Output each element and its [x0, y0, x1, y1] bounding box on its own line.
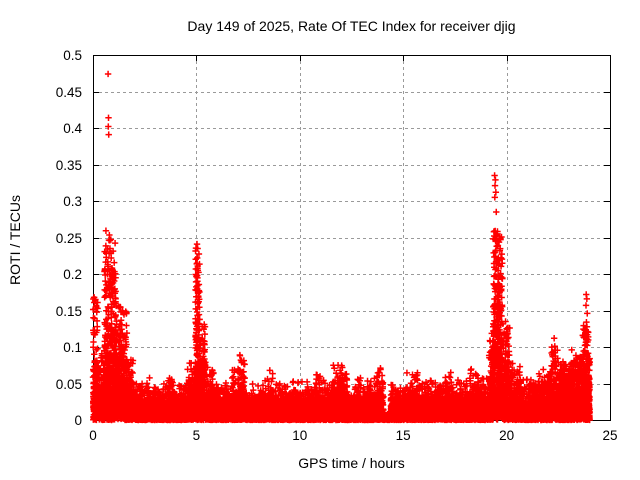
- chart-title: Day 149 of 2025, Rate Of TEC Index for r…: [187, 18, 516, 34]
- y-tick-label: 0.1: [63, 340, 82, 355]
- y-tick-label: 0.5: [63, 48, 82, 63]
- y-tick-label: 0.15: [55, 303, 82, 319]
- y-tick-label: 0.25: [55, 230, 82, 246]
- y-tick-label: 0.05: [55, 376, 82, 392]
- x-tick-label: 25: [602, 428, 618, 443]
- y-tick-label: 0.3: [63, 194, 82, 209]
- x-tick-label: 15: [395, 428, 411, 443]
- y-tick-label: 0.2: [63, 267, 82, 282]
- y-tick-label: 0: [74, 413, 82, 428]
- x-tick-label: 10: [292, 428, 308, 443]
- x-tick-label: 20: [499, 428, 515, 443]
- y-tick-label: 0.45: [55, 84, 82, 100]
- x-tick-label: 0: [89, 428, 97, 443]
- x-axis-label: GPS time / hours: [298, 455, 405, 471]
- y-tick-label: 0.4: [63, 121, 82, 136]
- y-tick-label: 0.35: [55, 157, 82, 173]
- x-tick-label: 5: [192, 428, 201, 443]
